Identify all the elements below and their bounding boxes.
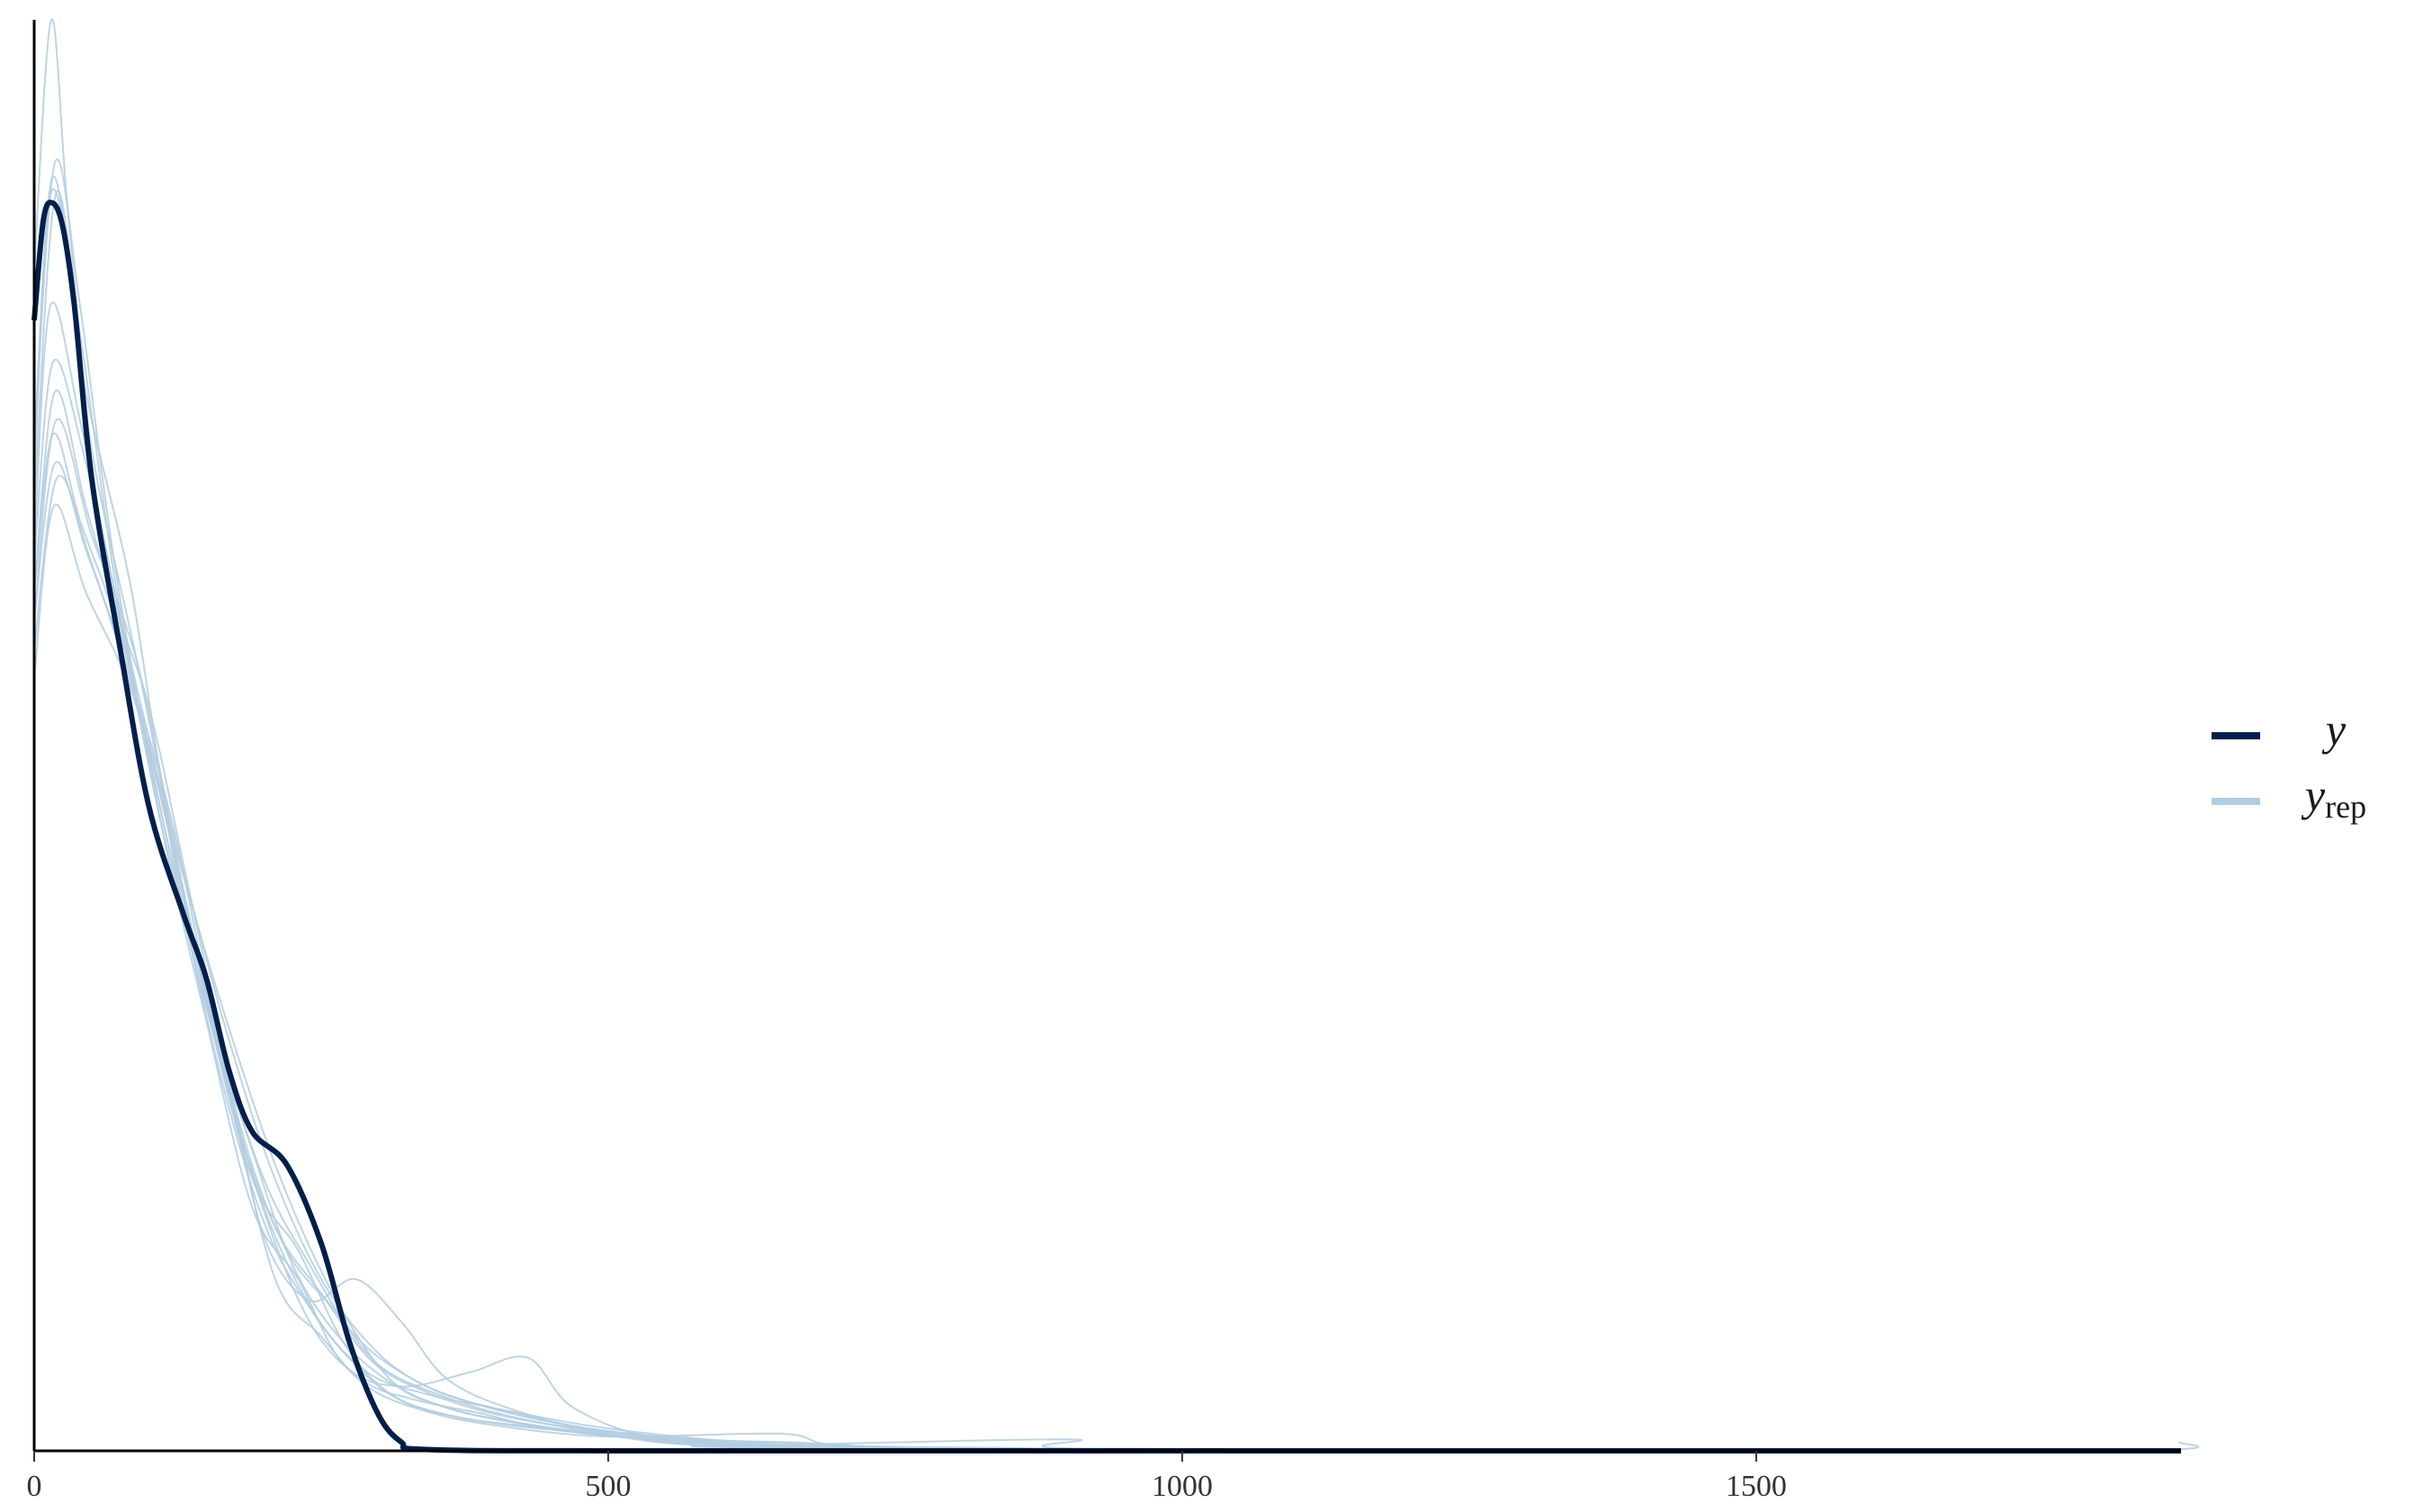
yrep-density-line-5: [33, 301, 2182, 1452]
x-tick-label: 500: [585, 1470, 631, 1503]
yrep-density-line-12: [33, 359, 2200, 1452]
yrep-density-line-3: [33, 175, 2181, 1453]
yrep-density-line-4: [33, 190, 2181, 1453]
legend-label-y: y: [2321, 704, 2347, 755]
yrep-density-line-1: [33, 18, 2181, 1453]
y-observed-density-line: [31, 200, 2181, 1454]
x-axis-ticks: 0 500 1000 1500: [27, 1451, 1787, 1503]
legend-label-yrep-subscript: rep: [2325, 789, 2366, 825]
x-tick-label: 1500: [1726, 1470, 1787, 1503]
yrep-density-line-9: [33, 474, 2181, 1453]
yrep-density-line-13: [33, 417, 2182, 1452]
legend-label-yrep: yrep: [2301, 770, 2366, 825]
legend-label-yrep-main: y: [2301, 770, 2326, 820]
x-tick-label: 0: [27, 1470, 42, 1503]
yrep-density-line-11: [33, 188, 2182, 1452]
yrep-series-group: [33, 18, 2200, 1453]
yrep-density-line-2: [33, 158, 2181, 1453]
yrep-density-line-10: [33, 503, 2182, 1452]
yrep-density-line-8: [33, 461, 2182, 1452]
yrep-density-line-6: [33, 389, 2182, 1452]
legend: y yrep: [2212, 704, 2366, 825]
y-series-group: [31, 200, 2181, 1454]
yrep-density-line-7: [33, 432, 2182, 1452]
x-tick-label: 1000: [1152, 1470, 1213, 1503]
